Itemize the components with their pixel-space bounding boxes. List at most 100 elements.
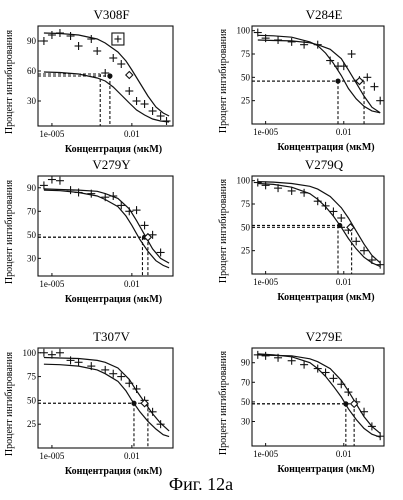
data-point xyxy=(101,193,110,202)
fit-curve xyxy=(257,39,381,114)
y-tick-label: 70 xyxy=(27,206,37,216)
y-tick-label: 75 xyxy=(27,372,37,382)
ic50-diamond-marker xyxy=(125,70,134,80)
data-point xyxy=(125,207,134,216)
data-point xyxy=(66,356,75,365)
y-tick-label: 25 xyxy=(241,246,251,256)
chart-panel-t307v: T307V Процент ингибирования Концентрация (… xyxy=(4,329,174,477)
data-point xyxy=(47,31,56,39)
data-point xyxy=(109,192,118,200)
data-point xyxy=(287,37,296,46)
y-tick-label: 100 xyxy=(237,176,251,186)
data-point xyxy=(300,188,309,197)
chart-panel-v279e: V279E Процент ингибирования Концентрация (… xyxy=(218,329,385,475)
y-tick-label: 30 xyxy=(27,253,37,263)
chart-title: V284E xyxy=(306,7,343,22)
ic50-diamond-marker xyxy=(143,232,153,242)
data-point xyxy=(162,117,171,125)
x-axis-label: Концентрация (мкМ) xyxy=(65,466,162,477)
y-axis-label: Процент ингибирования xyxy=(218,351,229,456)
data-point xyxy=(363,73,372,82)
data-point xyxy=(253,28,262,37)
chart-title: V308F xyxy=(93,7,129,22)
x-tick-label: 0.01 xyxy=(124,451,140,461)
data-point xyxy=(156,248,165,257)
data-point xyxy=(132,97,141,105)
y-tick-label: 50 xyxy=(27,230,37,240)
fit-curve xyxy=(43,188,170,264)
y-tick-label: 75 xyxy=(241,199,251,209)
y-tick-label: 60 xyxy=(27,66,37,76)
ic50-point-marker xyxy=(107,73,113,79)
data-point xyxy=(344,388,353,397)
ic50-diamond-marker xyxy=(349,399,359,409)
data-point xyxy=(347,50,356,58)
data-point xyxy=(109,369,118,378)
ic50-point-marker xyxy=(337,222,343,229)
data-point xyxy=(148,407,157,416)
y-tick-label: 50 xyxy=(241,397,251,407)
data-point xyxy=(117,60,126,68)
data-point xyxy=(55,348,64,357)
data-point xyxy=(140,100,149,108)
y-tick-label: 50 xyxy=(241,72,251,82)
data-point xyxy=(148,107,157,115)
x-tick-label: 0.01 xyxy=(124,129,140,139)
data-point xyxy=(337,214,346,222)
data-point xyxy=(101,365,110,374)
data-point xyxy=(253,350,262,359)
y-axis-label: Процент ингибирования xyxy=(4,30,15,135)
data-point xyxy=(376,260,385,269)
x-tick-label: 1e-005 xyxy=(253,127,278,137)
data-point xyxy=(367,256,376,264)
data-point xyxy=(274,353,283,362)
data-point xyxy=(274,36,283,44)
data-point xyxy=(261,34,270,43)
fit-curve xyxy=(257,354,381,434)
data-point xyxy=(156,420,165,429)
x-tick-label: 1e-005 xyxy=(253,449,278,459)
data-point xyxy=(47,175,56,184)
data-point xyxy=(261,351,270,360)
y-tick-label: 50 xyxy=(241,222,251,232)
ic50-point-marker xyxy=(335,78,341,84)
data-point xyxy=(93,47,102,55)
data-point xyxy=(313,40,322,49)
y-tick-label: 100 xyxy=(23,348,37,358)
ic50-diamond-marker xyxy=(140,398,149,408)
chart-title: V279E xyxy=(306,329,343,344)
chart-panel-v308f: V308F Процент ингибирования Концентрация (… xyxy=(4,7,174,155)
y-tick-label: 90 xyxy=(27,36,37,46)
data-point xyxy=(367,422,376,431)
data-point xyxy=(287,186,296,195)
data-point xyxy=(39,181,48,190)
fit-curve xyxy=(43,356,170,432)
y-tick-label: 30 xyxy=(27,96,37,106)
y-tick-label: 25 xyxy=(241,96,251,106)
x-tick-label: 1e-005 xyxy=(39,279,64,289)
data-point xyxy=(287,356,296,365)
data-point xyxy=(66,32,75,40)
data-point xyxy=(87,362,96,371)
data-point xyxy=(337,380,346,389)
x-tick-label: 1e-005 xyxy=(39,129,64,139)
chart-title: V279Q xyxy=(305,157,344,172)
chart-panel-v279q: V279Q Процент ингибирования Концентрация (… xyxy=(218,157,385,303)
data-point xyxy=(148,230,157,239)
y-tick-label: 90 xyxy=(241,358,251,368)
data-point xyxy=(140,221,149,230)
fit-curve xyxy=(43,363,170,438)
data-point xyxy=(360,246,369,255)
x-tick-label: 1e-005 xyxy=(253,277,278,287)
y-axis-label: Процент ингибирования xyxy=(218,179,229,284)
y-tick-label: 70 xyxy=(241,377,251,387)
data-point xyxy=(117,201,126,210)
data-point xyxy=(360,407,369,416)
data-point xyxy=(156,112,165,120)
x-axis-label: Концентрация (мкМ) xyxy=(277,142,374,153)
x-tick-label: 0.01 xyxy=(336,449,352,459)
x-tick-label: 0.01 xyxy=(336,277,352,287)
data-point xyxy=(55,29,64,37)
data-point xyxy=(74,358,83,367)
